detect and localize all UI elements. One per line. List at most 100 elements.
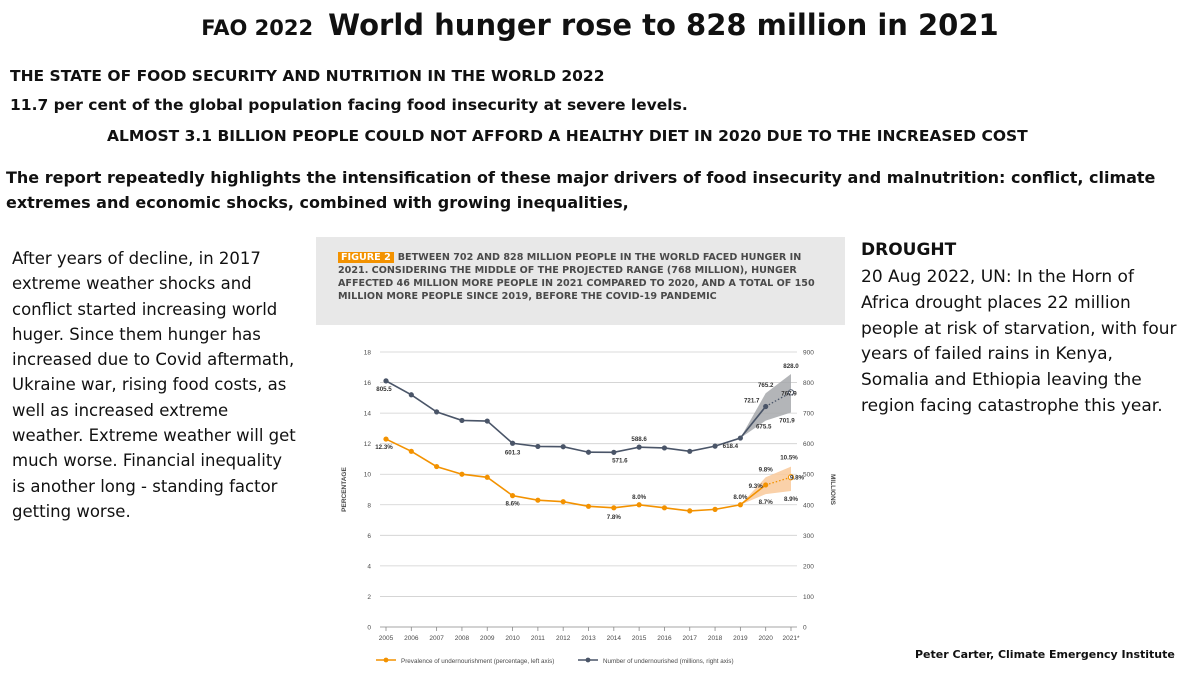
percentage-point <box>509 493 516 499</box>
left-tick-label: 2 <box>367 594 371 601</box>
data-label: 7.8% <box>607 514 622 521</box>
y-axis-label: PERCENTAGE <box>341 467 348 512</box>
left-tick-label: 12 <box>364 441 372 448</box>
x-tick-label: 2021* <box>783 635 800 642</box>
percentage-point <box>585 503 592 509</box>
left-tick-label: 10 <box>364 472 372 479</box>
data-label: 767.9 <box>781 390 797 397</box>
drought-heading: DROUGHT <box>861 240 957 260</box>
millions-point <box>585 449 592 455</box>
left-tick-label: 14 <box>364 411 372 418</box>
millions-point <box>636 444 642 450</box>
data-label: 601.3 <box>505 449 521 456</box>
data-label: 588.6 <box>631 436 647 443</box>
millions-point <box>763 403 769 410</box>
figure-caption: FIGURE 2 BETWEEN 702 AND 828 MILLION PEOP… <box>338 251 834 303</box>
drivers-summary: The report repeatedly highlights the int… <box>6 168 1156 212</box>
data-label: 8.0% <box>733 494 748 501</box>
data-label: 8.0% <box>632 494 647 501</box>
percentage-point <box>560 499 566 505</box>
x-tick-label: 2006 <box>404 635 419 642</box>
right-tick-label: 400 <box>803 502 814 509</box>
x-tick-label: 2013 <box>581 635 596 642</box>
percentage-point <box>763 482 769 488</box>
data-label: 10.5% <box>780 455 798 462</box>
legend-swatch-point <box>383 657 389 663</box>
percentage-point <box>737 502 743 508</box>
left-tick-label: 16 <box>364 380 372 387</box>
title-prefix: FAO 2022 <box>201 16 314 40</box>
percentage-point <box>434 463 440 470</box>
data-label: 9.8% <box>790 474 805 481</box>
author-credit: Peter Carter, Climate Emergency Institut… <box>915 648 1175 661</box>
percentage-point <box>661 505 668 511</box>
right-tick-label: 700 <box>803 411 814 418</box>
x-tick-label: 2010 <box>505 635 520 642</box>
x-tick-label: 2007 <box>429 635 444 642</box>
page-title: FAO 2022 World hunger rose to 828 millio… <box>0 8 1200 42</box>
left-tick-label: 6 <box>367 533 371 540</box>
percentage-line <box>385 438 767 512</box>
millions-point <box>383 378 389 384</box>
data-label: 701.9 <box>779 418 795 425</box>
data-label: 9.8% <box>759 466 774 473</box>
percentage-point <box>459 471 465 477</box>
right-tick-label: 100 <box>803 594 814 601</box>
severe-insecurity-stat: 11.7 per cent of the global population f… <box>10 96 688 114</box>
x-tick-label: 2005 <box>379 635 394 642</box>
drought-text: 20 Aug 2022, UN: In the Horn of Africa d… <box>861 267 1177 416</box>
millions-point <box>611 449 617 455</box>
x-tick-label: 2019 <box>733 635 748 642</box>
x-tick-label: 2018 <box>708 635 723 642</box>
legend-label: Number of undernourished (millions, righ… <box>603 658 734 665</box>
data-label: 12.3% <box>375 444 393 451</box>
millions-point <box>484 418 490 424</box>
right-tick-label: 800 <box>803 380 814 387</box>
data-label: 721.7 <box>744 397 760 404</box>
millions-point <box>459 417 465 424</box>
percentage-point <box>408 448 414 454</box>
right-tick-label: 200 <box>803 563 814 570</box>
right-tick-label: 0 <box>803 625 807 632</box>
percentage-point <box>712 506 718 512</box>
millions-point <box>560 444 566 450</box>
legend-label: Prevalence of undernourishment (percenta… <box>401 658 554 665</box>
percentage-point <box>383 436 389 442</box>
millions-point <box>737 435 743 441</box>
percentage-point <box>611 505 617 511</box>
x-tick-label: 2014 <box>607 635 622 642</box>
millions-point <box>509 440 516 446</box>
millions-point <box>661 445 668 451</box>
data-label: 571.6 <box>612 457 628 464</box>
healthy-diet-stat: ALMOST 3.1 BILLION PEOPLE COULD NOT AFFO… <box>107 127 1028 145</box>
millions-point <box>712 443 718 449</box>
figure-caption-text: BETWEEN 702 AND 828 MILLION PEOPLE IN TH… <box>338 252 815 302</box>
x-tick-label: 2016 <box>657 635 672 642</box>
x-tick-label: 2008 <box>455 635 470 642</box>
percentage-point <box>484 474 490 480</box>
figure-header: FIGURE 2 BETWEEN 702 AND 828 MILLION PEOP… <box>316 237 845 325</box>
right-tick-label: 500 <box>803 472 814 479</box>
x-tick-label: 2012 <box>556 635 571 642</box>
figure-tag: FIGURE 2 <box>338 252 394 263</box>
millions-point <box>434 409 440 415</box>
data-label: 9.3% <box>749 483 764 490</box>
right-tick-label: 900 <box>803 350 814 357</box>
millions-projection <box>765 391 792 408</box>
x-tick-label: 2011 <box>531 635 545 642</box>
x-tick-label: 2020 <box>758 635 773 642</box>
left-tick-label: 4 <box>367 563 371 570</box>
millions-point <box>787 389 795 396</box>
left-tick-label: 18 <box>364 350 372 357</box>
data-label: 8.7% <box>759 499 774 506</box>
data-label: 8.9% <box>784 496 799 503</box>
percentage-point <box>636 502 642 508</box>
left-tick-label: 8 <box>367 502 371 509</box>
title-main: World hunger rose to 828 million in 2021 <box>328 8 999 42</box>
x-tick-label: 2009 <box>480 635 495 642</box>
percentage-point <box>787 474 795 481</box>
y2-axis-label: MILLIONS <box>829 474 836 506</box>
millions-line <box>385 380 767 454</box>
millions-point <box>535 443 541 450</box>
x-tick-label: 2017 <box>683 635 698 642</box>
